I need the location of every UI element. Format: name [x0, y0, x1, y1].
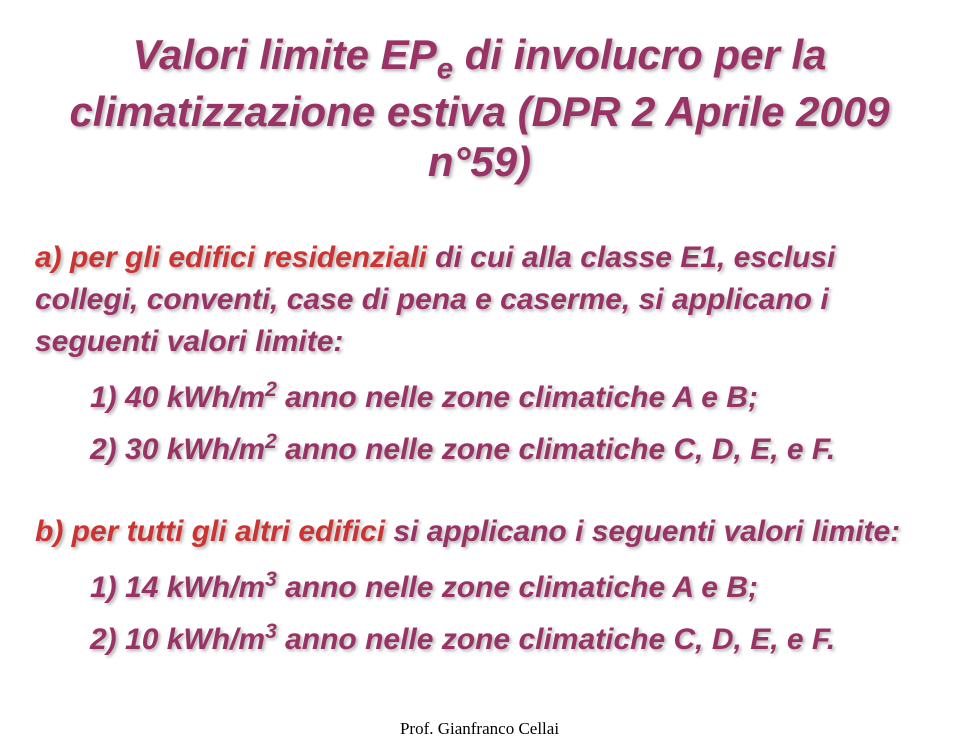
title-line1-post: di involucro per la [453, 31, 826, 78]
section-b-intro: b) per tutti gli altri edifici si applic… [35, 511, 924, 553]
item1b-rest: anno nelle zone climatiche A e B; [277, 571, 758, 604]
slide-footer: Prof. Gianfranco Cellai [0, 719, 959, 739]
section-a-red-text: per gli edifici residenziali [62, 241, 427, 274]
title-subscript: e [437, 52, 453, 85]
item2-rest: anno nelle zone climatiche C, D, E, e F. [277, 433, 835, 466]
item2b-superscript: 3 [265, 620, 277, 643]
section-a-item2: 2) 30 kWh/m2 anno nelle zone climatiche … [35, 427, 924, 471]
section-a-item1: 1) 40 kWh/m2 anno nelle zone climatiche … [35, 375, 924, 419]
item1b-number: 1) 14 kWh/m [90, 571, 265, 604]
item2-number: 2) 30 kWh/m [90, 433, 265, 466]
section-b-intro-rest: si applicano i seguenti valori limite: [385, 515, 900, 548]
title-line2: climatizzazione estiva (DPR 2 Aprile 200… [69, 88, 889, 185]
title-line1-pre: Valori limite EP [133, 31, 437, 78]
item2b-number: 2) 10 kWh/m [90, 623, 265, 656]
item2b-rest: anno nelle zone climatiche C, D, E, e F. [277, 623, 835, 656]
section-b: b) per tutti gli altri edifici si applic… [35, 511, 924, 661]
section-a-label: a) [35, 241, 62, 274]
item2-superscript: 2 [265, 430, 277, 453]
section-b-item1: 1) 14 kWh/m3 anno nelle zone climatiche … [35, 565, 924, 609]
section-b-red-text: per tutti gli altri edifici [63, 515, 385, 548]
item1-superscript: 2 [265, 378, 277, 401]
item1-number: 1) 40 kWh/m [90, 381, 265, 414]
slide-container: Valori limite EPe di involucro per la cl… [0, 0, 959, 754]
slide-title: Valori limite EPe di involucro per la cl… [35, 30, 924, 187]
item1b-superscript: 3 [265, 568, 277, 591]
section-a: a) per gli edifici residenziali di cui a… [35, 237, 924, 471]
section-a-intro: a) per gli edifici residenziali di cui a… [35, 237, 924, 363]
section-b-item2: 2) 10 kWh/m3 anno nelle zone climatiche … [35, 617, 924, 661]
item1-rest: anno nelle zone climatiche A e B; [277, 381, 758, 414]
slide-content: a) per gli edifici residenziali di cui a… [35, 237, 924, 661]
section-b-label: b) [35, 515, 63, 548]
